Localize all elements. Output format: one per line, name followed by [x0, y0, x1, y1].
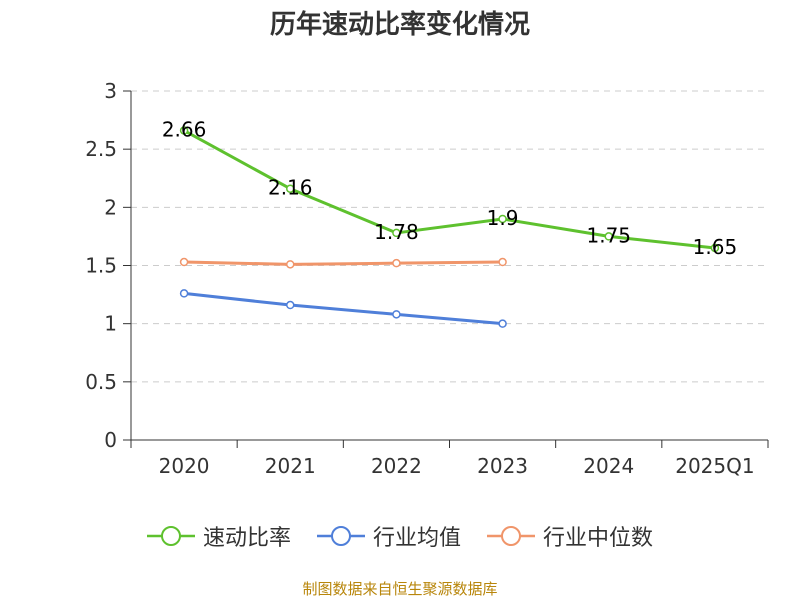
- data-point-series-0: [604, 232, 613, 241]
- data-label: 2.16: [268, 176, 313, 200]
- y-tick-label: 1.5: [85, 254, 117, 278]
- data-point-series-1: [286, 300, 295, 310]
- y-tick-label: 3: [104, 79, 117, 103]
- legend-item-industry-mean[interactable]: 行业均值: [316, 520, 461, 552]
- data-label: 1.75: [586, 223, 631, 247]
- x-tick-label: 2025Q1: [675, 454, 754, 478]
- data-label: 1.9: [487, 206, 519, 230]
- y-tick-label: 1: [104, 312, 117, 336]
- series-line-1: [183, 291, 503, 326]
- data-point-series-1: [179, 289, 189, 298]
- data-point-series-2: [392, 258, 401, 268]
- x-tick-label: 2020: [159, 454, 210, 478]
- data-label: 1.78: [374, 220, 419, 244]
- data-point-series-0: [498, 214, 507, 224]
- data-point-series-0: [710, 243, 720, 253]
- y-tick-label: 0.5: [85, 370, 117, 394]
- data-point-series-2: [179, 257, 189, 267]
- chart-legend: 速动比率 行业均值 行业中位数: [0, 520, 800, 552]
- data-point-series-0: [286, 184, 295, 193]
- data-point-series-2: [286, 260, 295, 269]
- legend-swatch-industry-mean: [316, 526, 365, 546]
- series-line-0: [183, 129, 716, 250]
- legend-item-industry-median[interactable]: 行业中位数: [487, 520, 653, 552]
- data-source-note: 制图数据来自恒生聚源数据库: [302, 580, 498, 598]
- legend-swatch-industry-median: [487, 526, 535, 546]
- line-chart: 0 0.5 1 1.5 2 2.5 3 2020 2021 2022 2023 2024 2025Q1 2…: [85, 79, 769, 478]
- legend-label-quick-ratio: 速动比率: [202, 526, 291, 551]
- data-label: 2.66: [162, 118, 207, 142]
- y-tick-label: 0: [104, 428, 117, 452]
- legend-item-quick-ratio[interactable]: 速动比率: [146, 520, 291, 552]
- data-label: 1.65: [693, 235, 738, 259]
- legend-label-industry-median: 行业中位数: [543, 526, 654, 551]
- data-point-series-0: [392, 228, 401, 238]
- chart-title: 历年速动比率变化情况: [269, 10, 530, 40]
- legend-label-industry-mean: 行业均值: [372, 526, 461, 551]
- x-tick-label: 2024: [583, 454, 634, 478]
- x-tick-label: 2021: [265, 454, 316, 478]
- y-tick-label: 2.5: [85, 137, 117, 161]
- series-line-2: [184, 260, 503, 266]
- y-tick-label: 2: [104, 195, 117, 219]
- x-tick-label: 2023: [477, 454, 528, 478]
- legend-swatch-quick-ratio: [146, 526, 195, 546]
- data-point-series-1: [392, 310, 401, 319]
- x-tick-label: 2022: [371, 454, 422, 478]
- data-point-series-1: [498, 319, 507, 328]
- data-point-series-0: [179, 126, 189, 135]
- data-point-series-2: [498, 257, 507, 267]
